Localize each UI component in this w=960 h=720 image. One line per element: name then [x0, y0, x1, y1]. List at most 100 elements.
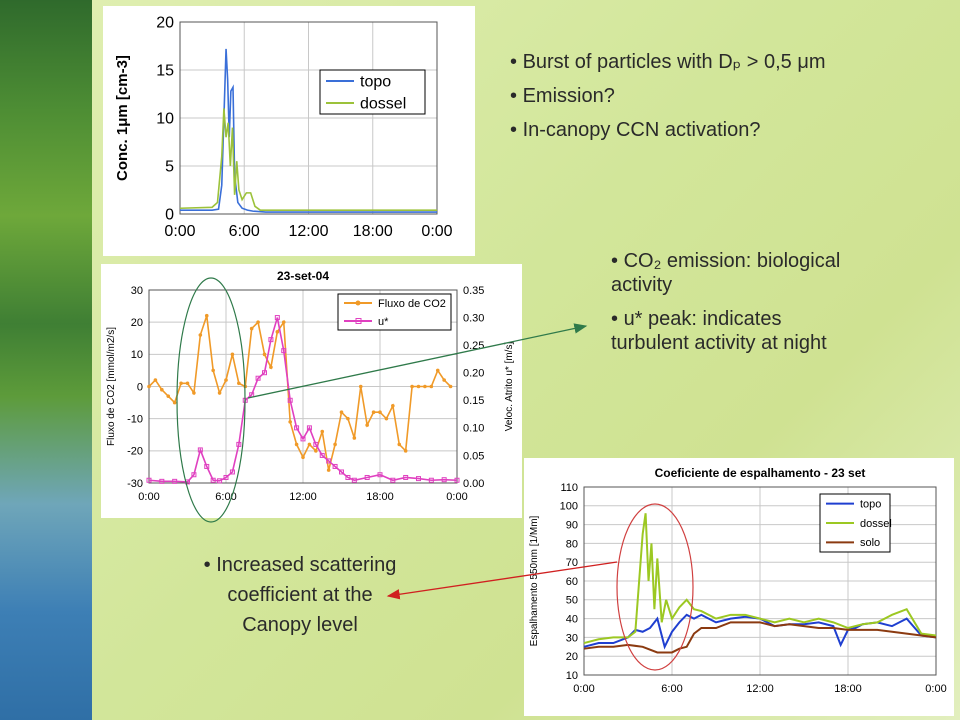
scattering-note: Increased scattering coefficient at the …: [200, 550, 400, 640]
particle-burst-bullets: Burst of particles with Dₚ > 0,5 μm Emis…: [510, 50, 940, 152]
y-tick-label: 0: [165, 207, 174, 224]
data-point: [391, 404, 395, 408]
data-point: [403, 474, 409, 480]
x-tick-label: 0:00: [446, 491, 467, 503]
y2-tick-label: 0.25: [463, 340, 484, 352]
data-point: [185, 381, 190, 386]
data-point: [339, 410, 344, 415]
x-tick-label: 18:00: [366, 491, 394, 503]
data-point: [243, 384, 248, 389]
y-tick-label: 15: [156, 63, 174, 80]
y-tick-label: -20: [127, 446, 143, 458]
data-point: [326, 458, 332, 464]
y-tick-label: 40: [566, 613, 578, 625]
data-point: [390, 477, 396, 483]
legend-label: topo: [860, 499, 881, 511]
x-tick-label: 6:00: [215, 491, 236, 503]
bullet-ccn-activation: In-canopy CCN activation?: [510, 118, 940, 142]
data-point: [179, 381, 183, 386]
data-point: [294, 425, 300, 431]
data-point: [307, 442, 312, 447]
y-tick-label: -30: [127, 478, 143, 490]
data-point: [159, 478, 165, 484]
data-point: [274, 315, 280, 321]
legend-marker: [355, 300, 361, 306]
data-point: [172, 400, 177, 405]
x-tick-label: 0:00: [421, 223, 452, 240]
x-tick-label: 18:00: [353, 223, 393, 240]
y-tick-label: 5: [165, 159, 174, 176]
data-point: [351, 477, 357, 483]
data-point: [224, 378, 228, 382]
y-axis-label: Espalhamento 550nm [1/Mm]: [529, 515, 540, 646]
x-tick-label: 12:00: [746, 683, 774, 695]
data-point: [339, 469, 344, 475]
data-point: [256, 320, 260, 324]
data-point: [146, 477, 152, 483]
data-point: [410, 384, 414, 389]
data-point: [160, 387, 164, 392]
data-point: [435, 368, 440, 373]
y-tick-label: 20: [566, 651, 578, 663]
data-point: [416, 384, 421, 389]
bullet-particle-burst: Burst of particles with Dₚ > 0,5 μm: [510, 50, 940, 74]
y2-tick-label: 0.00: [463, 478, 484, 490]
data-point: [301, 455, 305, 460]
plot-frame: [179, 21, 438, 215]
y-tick-label: 90: [566, 519, 578, 531]
x-tick-label: 12:00: [288, 223, 328, 240]
data-point: [403, 449, 408, 453]
data-point: [345, 474, 351, 480]
data-point: [346, 416, 350, 421]
data-point: [429, 384, 434, 389]
y-tick-label: 10: [131, 349, 143, 361]
data-point: [358, 384, 363, 389]
legend-marker: [355, 318, 362, 324]
bullet-emission: Emission?: [510, 84, 940, 108]
x-tick-label: 0:00: [164, 223, 195, 240]
leaf-water-decoration: [0, 0, 92, 720]
x-tick-label: 6:00: [661, 683, 682, 695]
legend-label: dossel: [360, 96, 406, 113]
y-tick-label: 50: [566, 595, 578, 607]
chart-title: Coeficiente de espalhamento - 23 set: [655, 466, 866, 480]
data-point: [249, 326, 254, 331]
particle-concentration-chart: 0 5 10 15 20 0:00 6:00 12:00 18:00 0:00 Conc. 1μm …: [103, 6, 475, 256]
bullet-ustar-peak: u* peak: indicates turbulent activity at…: [611, 307, 851, 355]
scattering-coefficient-chart: 10 20 30 40 50 60 70 80 90 100 110 0:00 6:00 12:00 18:…: [524, 458, 954, 716]
data-point: [262, 352, 267, 357]
data-point: [281, 320, 286, 324]
data-point: [166, 394, 171, 398]
series-line-dossel: [179, 108, 437, 211]
data-point: [217, 391, 222, 395]
y2-tick-label: 0.30: [463, 312, 484, 324]
data-point: [326, 468, 331, 472]
y-tick-label: 60: [566, 576, 578, 588]
y2-tick-label: 0.35: [463, 285, 484, 297]
y-axis-label: Conc. 1μm [cm-3]: [114, 55, 131, 181]
data-point: [448, 384, 453, 389]
legend-label: dossel: [860, 518, 892, 530]
data-point: [397, 442, 402, 447]
data-point: [275, 330, 280, 334]
x-tick-label: 6:00: [229, 223, 260, 240]
y-tick-label: 100: [560, 501, 578, 513]
y2-tick-label: 0.15: [463, 395, 484, 407]
legend-label: topo: [360, 74, 391, 91]
data-point: [288, 420, 292, 424]
data-point: [377, 472, 383, 478]
data-point: [211, 368, 215, 373]
y-tick-label: 20: [156, 15, 174, 32]
scattering-coefficient-svg: 10 20 30 40 50 60 70 80 90 100 110 0:00 6:00 12:00 18:…: [529, 466, 947, 695]
data-point: [320, 429, 325, 434]
data-point: [441, 477, 447, 483]
legend-label: Fluxo de CO2: [378, 298, 446, 310]
data-point: [294, 442, 299, 447]
legend-label: u*: [378, 316, 389, 328]
x-tick-label: 12:00: [289, 491, 317, 503]
y2-axis-label: Veloc. Atrito u* [m/s]: [504, 342, 515, 432]
y2-tick-label: 0.05: [463, 450, 484, 462]
data-point: [332, 463, 338, 469]
data-point: [204, 313, 209, 318]
data-point: [230, 352, 235, 357]
